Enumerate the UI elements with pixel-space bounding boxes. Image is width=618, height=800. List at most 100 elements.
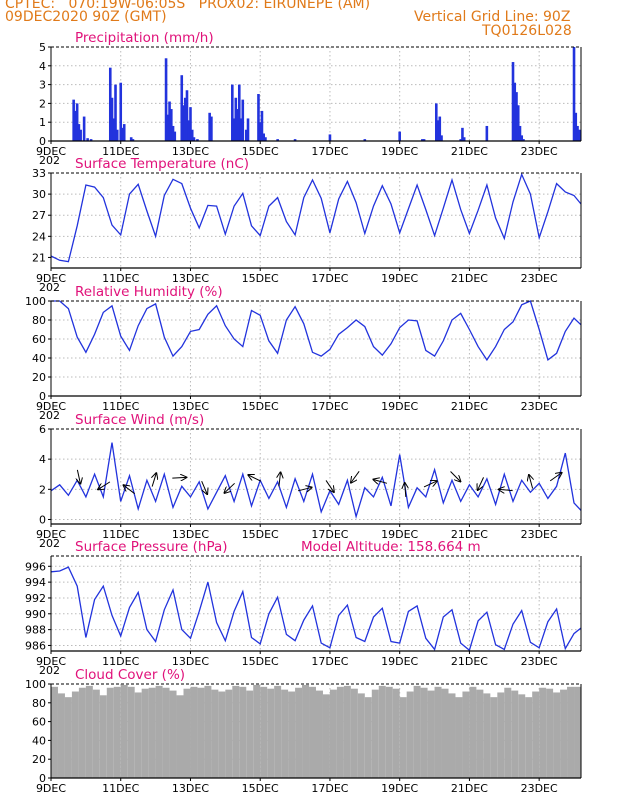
panel-cloud: Cloud Cover (%) 0 20 40 60 80 100 9DEC 11DEC 13DE… (25, 667, 582, 795)
xtick-label: 13DEC (172, 145, 209, 158)
xtick-year-cut: 202 (39, 537, 60, 550)
cloud-bar (350, 688, 358, 778)
cloud-bar (239, 686, 247, 778)
precip-bar (363, 139, 367, 141)
precip-bar (422, 139, 426, 141)
precip-bar (192, 137, 196, 141)
xtick-label: 15DEC (242, 782, 279, 795)
series-line-rh (51, 300, 582, 362)
precip-bar (164, 58, 168, 141)
precip-bar (293, 139, 297, 141)
cloud-bar (295, 687, 303, 778)
cloud-bar (392, 688, 400, 778)
ytick-label: 100 (25, 295, 46, 308)
xtick-label: 23DEC (521, 655, 558, 668)
precip-bar (459, 139, 463, 141)
ytick-label: 4 (39, 453, 46, 466)
ytick-label: 20 (32, 371, 46, 384)
xtick-label: 17DEC (311, 272, 348, 285)
cloud-bar (92, 689, 100, 778)
cloud-bar (504, 687, 512, 778)
model-code: TQ0126L028 (482, 23, 572, 39)
station-header: CPTEC: 070:19W-06:05S PROX02: EIRUNEPE (… (5, 0, 371, 12)
cloud-bar (113, 686, 121, 778)
precip-bar (196, 139, 199, 141)
cloud-bar (260, 686, 268, 778)
xtick-label: 21DEC (451, 400, 488, 413)
wind-arrow (549, 473, 561, 482)
cloud-bar (302, 684, 310, 778)
precip-bar (82, 116, 86, 141)
ytick-label: 3 (39, 79, 46, 92)
cloud-bar (71, 691, 79, 778)
wind-arrow (98, 481, 111, 490)
precip-bar (115, 129, 119, 141)
precip-bar (129, 137, 133, 141)
xtick-label: 23DEC (521, 400, 558, 413)
cloud-bar (560, 689, 568, 778)
precip-bar (77, 124, 81, 141)
precip-bar (237, 84, 241, 141)
cloud-bar (169, 690, 177, 778)
panel-press: Surface Pressure (hPa) Model Altitude: 15… (25, 539, 582, 677)
ytick-label: 80 (32, 314, 46, 327)
xtick-label: 15DEC (242, 400, 279, 413)
precip-bar (234, 97, 238, 141)
ytick-label: 60 (32, 333, 46, 346)
xtick-label: 21DEC (451, 528, 488, 541)
cloud-bar (413, 685, 421, 778)
cloud-bar (378, 685, 386, 778)
xtick-label: 13DEC (172, 400, 209, 413)
wind-arrow (248, 475, 262, 482)
panel-title-precip: Precipitation (mm/h) (75, 30, 214, 46)
cloud-bar (316, 690, 323, 778)
xtick-label: 23DEC (521, 782, 558, 795)
xtick-label: 17DEC (311, 782, 348, 795)
ytick-label: 6 (39, 423, 46, 436)
cloud-bar (281, 689, 289, 778)
precip-bar (182, 105, 185, 141)
cloud-bar (441, 688, 449, 778)
precip-bar (119, 82, 123, 141)
precip-bar (236, 109, 239, 141)
xtick-label: 11DEC (102, 528, 139, 541)
xtick-label: 15DEC (242, 272, 279, 285)
cloud-bar (106, 687, 114, 778)
cloud-bar (343, 685, 351, 778)
cloud-bar (511, 690, 519, 778)
cloud-bar (490, 697, 498, 778)
precip-bar (108, 67, 112, 141)
cloud-bar (532, 691, 540, 778)
precip-bar (210, 116, 213, 141)
cloud-bar (497, 692, 505, 778)
xtick-label: 19DEC (381, 655, 418, 668)
xtick-label: 21DEC (451, 145, 488, 158)
ytick-label: 4 (39, 60, 46, 73)
xtick-label: 21DEC (451, 782, 488, 795)
precip-bar (246, 118, 250, 141)
cloud-bar (469, 686, 477, 778)
precip-bar (89, 139, 93, 141)
cloud-bar (336, 686, 344, 778)
ytick-label: 60 (32, 716, 46, 729)
ytick-label: 80 (32, 697, 46, 710)
cloud-bar (357, 693, 365, 778)
xtick-label: 19DEC (381, 400, 418, 413)
wind-arrow (450, 471, 461, 482)
cloud-bar (274, 685, 282, 778)
xtick-year-cut: 202 (39, 664, 60, 677)
xtick-label: 9DEC (36, 655, 66, 668)
series-line-temp (50, 172, 582, 263)
precip-bar (513, 82, 517, 141)
xtick-label: 19DEC (381, 782, 418, 795)
precip-bar (241, 99, 245, 141)
cloud-bar (322, 694, 330, 778)
xtick-label: 17DEC (311, 655, 348, 668)
xtick-label: 11DEC (102, 782, 139, 795)
xtick-label: 17DEC (311, 400, 348, 413)
precip-bar (421, 139, 424, 141)
cloud-bar (78, 687, 86, 778)
ytick-label: 0 (39, 772, 46, 785)
xtick-label: 23DEC (521, 145, 558, 158)
